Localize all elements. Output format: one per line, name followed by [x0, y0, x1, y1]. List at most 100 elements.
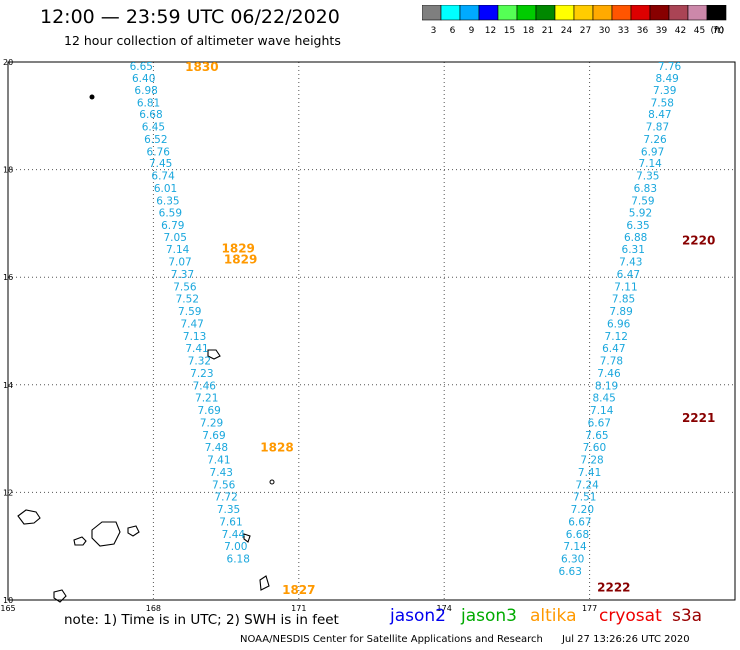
swh-value: 6.45	[142, 122, 165, 134]
credit-text: NOAA/NESDIS Center for Satellite Applica…	[240, 634, 543, 645]
swh-value: 7.41	[207, 455, 230, 467]
swh-value: 7.45	[149, 158, 172, 170]
swh-value: 7.87	[646, 122, 669, 134]
pass-time-label: 2222	[597, 581, 630, 595]
swh-value: 6.98	[134, 85, 157, 97]
credit-line: NOAA/NESDIS Center for Satellite Applica…	[240, 634, 690, 645]
swh-value: 7.14	[166, 244, 190, 256]
pass-time-label: 2220	[682, 234, 715, 248]
swh-value: 8.47	[648, 109, 671, 121]
satellite-label: s3a	[672, 606, 703, 626]
swh-value: 6.52	[144, 134, 167, 146]
swh-value: 7.35	[636, 171, 659, 183]
swh-value: 7.28	[580, 455, 603, 467]
x-tick-label: 174	[437, 604, 452, 613]
legend-label: 42	[675, 26, 686, 36]
swh-value: 7.44	[222, 529, 246, 541]
island-dot	[89, 94, 95, 100]
swh-value: 6.01	[154, 183, 177, 195]
legend-label: 6	[450, 26, 456, 36]
map-frame	[7, 61, 736, 601]
satellite-label: altika	[530, 606, 577, 626]
swh-value: 7.07	[168, 257, 191, 269]
swh-value: 7.85	[612, 294, 635, 306]
island-outline	[91, 521, 121, 547]
island-outline	[17, 509, 41, 525]
swh-value: 8.49	[655, 73, 678, 85]
pass-time-label: 1827	[282, 583, 315, 597]
island-outline	[73, 536, 87, 546]
swh-value: 6.47	[617, 269, 640, 281]
swh-value: 7.69	[197, 405, 220, 417]
island-outline	[207, 349, 221, 360]
swh-value: 7.47	[180, 318, 203, 330]
page-title: 12:00 — 23:59 UTC 06/22/2020	[40, 6, 340, 28]
swh-value: 6.47	[602, 343, 625, 355]
swh-value: 7.43	[210, 467, 233, 479]
swh-value: 7.60	[583, 442, 606, 454]
swh-value: 7.46	[597, 368, 621, 380]
legend-label: 9	[469, 26, 475, 36]
satellite-label: jason3	[461, 606, 517, 626]
swh-value: 6.79	[161, 220, 184, 232]
island-outline	[53, 589, 67, 603]
swh-value: 6.83	[634, 183, 657, 195]
footer-note: note: 1) Time is in UTC; 2) SWH is in fe…	[64, 612, 339, 628]
island-dot	[269, 479, 275, 485]
legend-label: 70	[713, 26, 725, 36]
pass-time-label: 1829	[224, 252, 257, 266]
swh-value: 7.26	[643, 134, 667, 146]
legend-label: 12	[485, 26, 496, 36]
legend-label: 15	[504, 26, 515, 36]
swh-value: 6.18	[227, 554, 250, 566]
x-tick-label: 165	[0, 604, 15, 613]
swh-value: 8.19	[595, 380, 618, 392]
swh-value: 7.00	[224, 541, 247, 553]
swh-value: 7.11	[614, 281, 637, 293]
swh-value: 7.14	[638, 158, 662, 170]
swh-value: 7.61	[219, 516, 242, 528]
swh-value: 6.59	[159, 208, 182, 220]
swh-value: 7.56	[212, 479, 236, 491]
pass-time-label: 1829	[222, 242, 255, 256]
swh-value: 6.35	[156, 195, 179, 207]
legend-label: 30	[599, 26, 611, 36]
swh-value: 7.41	[185, 343, 208, 355]
swh-value: 7.20	[571, 504, 594, 516]
swh-value: 7.72	[214, 492, 237, 504]
swh-value: 7.32	[188, 356, 211, 368]
swh-value: 7.35	[217, 504, 240, 516]
satellite-label: cryosat	[599, 606, 662, 626]
x-tick-label: 168	[146, 604, 161, 613]
swh-value: 7.41	[578, 467, 601, 479]
swh-value: 7.51	[573, 492, 596, 504]
swh-value: 7.24	[575, 479, 599, 491]
pass-time-label: 1828	[260, 441, 293, 455]
legend-label: 24	[561, 26, 573, 36]
swh-value: 6.96	[607, 318, 631, 330]
swh-value: 7.14	[590, 405, 614, 417]
legend-label: 27	[580, 26, 591, 36]
x-tick-label: 171	[291, 604, 306, 613]
island-outline	[243, 533, 251, 543]
swh-value: 7.76	[658, 61, 682, 73]
swh-value: 6.74	[151, 171, 175, 183]
swh-value: 6.31	[622, 244, 645, 256]
swh-value: 7.21	[195, 393, 218, 405]
swh-value: 7.48	[205, 442, 228, 454]
swh-value: 7.69	[202, 430, 225, 442]
island-outline	[127, 525, 140, 537]
pass-time-label: 2221	[682, 411, 715, 425]
swh-value: 7.12	[605, 331, 628, 343]
swh-value: 7.78	[600, 356, 623, 368]
legend-label: 36	[637, 26, 649, 36]
swh-value: 6.30	[561, 554, 584, 566]
swh-value: 6.67	[568, 516, 591, 528]
swh-value: 6.35	[626, 220, 649, 232]
swh-value: 6.88	[624, 232, 647, 244]
legend-label: 3	[431, 26, 437, 36]
swh-value: 7.65	[585, 430, 608, 442]
swh-value: 7.05	[164, 232, 187, 244]
swh-value: 7.89	[609, 306, 632, 318]
